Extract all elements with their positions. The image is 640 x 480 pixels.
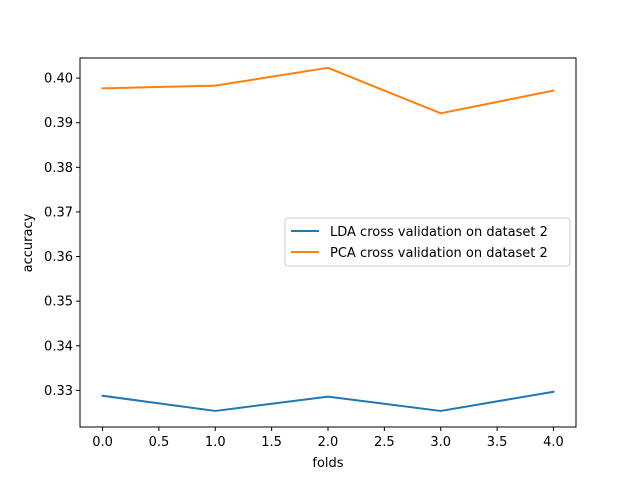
x-axis-ticks: 0.0 0.5 1.0 1.5 2.0 2.5 3.0 3.5 4.0 bbox=[92, 427, 564, 450]
x-axis-label: folds bbox=[312, 456, 343, 471]
series-line-pca bbox=[101, 66, 555, 115]
y-axis-ticks: 0.33 0.34 0.35 0.36 0.37 0.38 0.39 0.40 bbox=[44, 72, 80, 399]
x-tick-label: 0.0 bbox=[92, 435, 113, 450]
series-line-lda bbox=[101, 390, 555, 412]
x-tick-label: 3.0 bbox=[430, 435, 451, 450]
x-tick-label: 1.0 bbox=[205, 435, 226, 450]
legend-box bbox=[284, 217, 571, 267]
y-tick-label: 0.38 bbox=[44, 161, 73, 176]
y-tick-label: 0.35 bbox=[44, 295, 73, 310]
y-tick-label: 0.40 bbox=[44, 72, 73, 87]
legend: LDA cross validation on dataset 2 PCA cr… bbox=[284, 217, 571, 267]
y-tick-label: 0.34 bbox=[44, 339, 73, 354]
y-tick-label: 0.33 bbox=[44, 384, 73, 399]
x-tick-label: 3.5 bbox=[487, 435, 508, 450]
y-tick-label: 0.36 bbox=[44, 250, 73, 265]
series-layer bbox=[101, 66, 555, 412]
x-tick-label: 2.5 bbox=[374, 435, 395, 450]
x-tick-label: 1.5 bbox=[261, 435, 282, 450]
x-tick-label: 4.0 bbox=[543, 435, 564, 450]
legend-label-lda: LDA cross validation on dataset 2 bbox=[330, 225, 548, 240]
x-tick-label: 0.5 bbox=[149, 435, 170, 450]
y-axis-label: accuracy bbox=[21, 213, 36, 272]
y-tick-label: 0.37 bbox=[44, 205, 73, 220]
x-tick-label: 2.0 bbox=[318, 435, 339, 450]
y-tick-label: 0.39 bbox=[44, 116, 73, 131]
legend-label-pca: PCA cross validation on dataset 2 bbox=[330, 246, 548, 261]
